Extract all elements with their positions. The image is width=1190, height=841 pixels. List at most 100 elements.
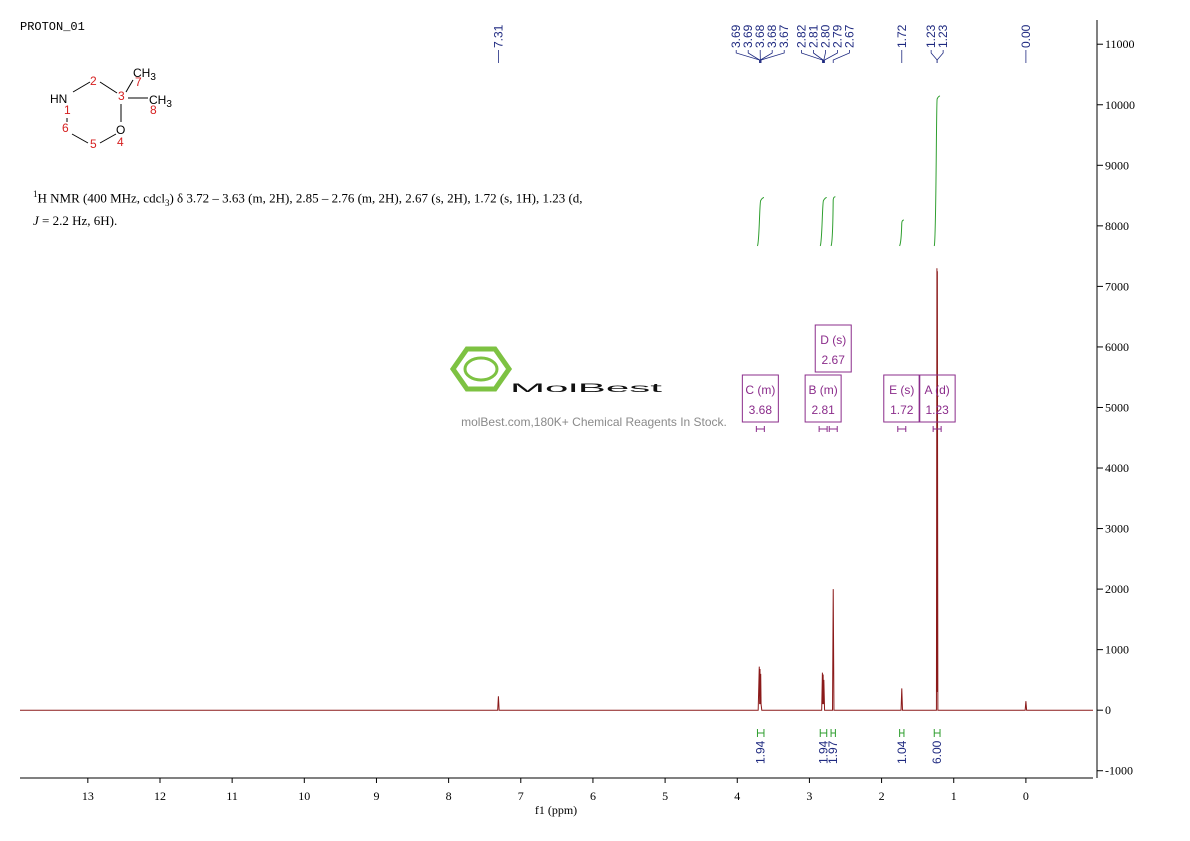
y-tick-label: 10000 [1105,98,1135,112]
atom-number: 6 [62,121,69,135]
atom-number: 7 [135,75,142,89]
x-tick-label: 5 [662,789,668,803]
desc-text: = 2.2 Hz, 6H). [38,212,118,228]
atom-number: 1 [64,103,71,117]
logo [449,346,513,392]
multiplet-marker [932,426,942,432]
desc-text: ) δ 3.72 – 3.63 (m, 2H), 2.85 – 2.76 (m,… [169,190,583,206]
peak-connector [930,50,938,63]
x-tick-label: 4 [734,789,740,803]
multiplet-shift: 1.72 [890,403,914,417]
atom-label: CH3 [133,66,156,83]
atom-number: 4 [117,135,124,149]
integral-label: 1.94 [754,740,768,764]
peak-label: 2.80 [818,24,832,48]
peak-label: 0.00 [1019,24,1033,48]
multiplet-shift: 2.67 [822,353,846,367]
bond [72,81,91,93]
bond [99,133,117,144]
multiplet-shift: 2.81 [811,403,835,417]
peak-label: 2.67 [842,24,856,48]
x-tick-label: 11 [226,789,238,803]
y-tick-label: 5000 [1105,400,1129,414]
multiplet-name: E (s) [889,383,914,397]
peak-label: 2.81 [806,24,820,48]
atom-number: 2 [90,74,97,88]
x-tick-label: 9 [373,789,379,803]
integral-curve [899,219,905,247]
peak-connector [801,50,823,63]
y-tick-label: 0 [1105,703,1111,717]
integral-label: 1.04 [895,740,909,764]
peak-label: 1.23 [936,24,950,48]
peak-connector [759,50,773,63]
atom-number: 5 [90,137,97,151]
atom-sub: 3 [150,72,156,83]
spectrum-line [20,268,1093,711]
peak-label: 3.69 [729,24,743,48]
x-tick-label: 3 [806,789,812,803]
x-axis-label: f1 (ppm) [535,803,577,817]
integral-curve [756,197,765,247]
nmr-description: 1H NMR (400 MHz, cdcl3) δ 3.72 – 3.63 (m… [33,186,613,229]
multiplet-shift: 1.23 [925,403,949,417]
y-tick-label: 7000 [1105,279,1129,293]
integral-bracket [933,729,941,737]
peak-label: 3.67 [777,24,791,48]
multiplet-marker [828,426,838,432]
peak-label: 2.82 [794,24,808,48]
structure [66,79,148,144]
peak-label: 7.31 [491,24,505,48]
peak-connector [813,50,824,63]
watermark-tagline: molBest.com,180K+ Chemical Reagents In S… [461,415,727,429]
multiplet-box [741,374,779,423]
integral-label: 1.94 [816,740,830,764]
peak-label: 3.68 [765,24,779,48]
multiplet-box [804,374,842,423]
multiplet-box [883,374,921,423]
y-tick-label: 3000 [1105,522,1129,536]
multiplet-marker [755,426,765,432]
multiplet-name: B (m) [808,383,837,397]
integral-bracket [830,729,836,737]
y-tick-label: -1000 [1105,764,1133,778]
atom-label: CH [133,66,150,80]
y-tick-label: 2000 [1105,582,1129,596]
x-tick-label: 1 [951,789,957,803]
x-tick-label: 6 [590,789,596,803]
y-tick-label: 9000 [1105,158,1129,172]
multiplet-marker [818,426,828,432]
bond [99,81,118,94]
integral-bracket [819,729,828,737]
integral-bracket [756,729,765,737]
peak-label: 1.72 [895,24,909,48]
multiplet-shift: 3.68 [749,403,773,417]
peak-connector [936,50,944,63]
peak-connector [823,50,826,63]
multiplet-name: D (s) [820,333,846,347]
multiplet-marker [897,426,907,432]
integral-curve [830,196,836,247]
peak-label: 3.68 [753,24,767,48]
x-tick-label: 2 [879,789,885,803]
y-tick-label: 8000 [1105,219,1129,233]
y-tick-label: 1000 [1105,643,1129,657]
peak-connector [747,50,761,63]
atom-label: CH3 [149,93,172,110]
integral-curve [819,197,827,247]
x-tick-label: 8 [446,789,452,803]
logo-hexagon [449,346,513,392]
desc-j: J [33,212,39,228]
bond [71,133,89,144]
peak-label: 3.69 [741,24,755,48]
atom-number: 8 [150,103,157,117]
desc-text: H NMR (400 MHz, cdcl [37,190,165,206]
y-tick-label: 6000 [1105,340,1129,354]
atom-number: 3 [118,89,125,103]
desc-sub: 3 [164,197,170,208]
atom-label: O [116,123,125,137]
y-tick-label: 4000 [1105,461,1129,475]
integral-bracket [899,729,905,737]
